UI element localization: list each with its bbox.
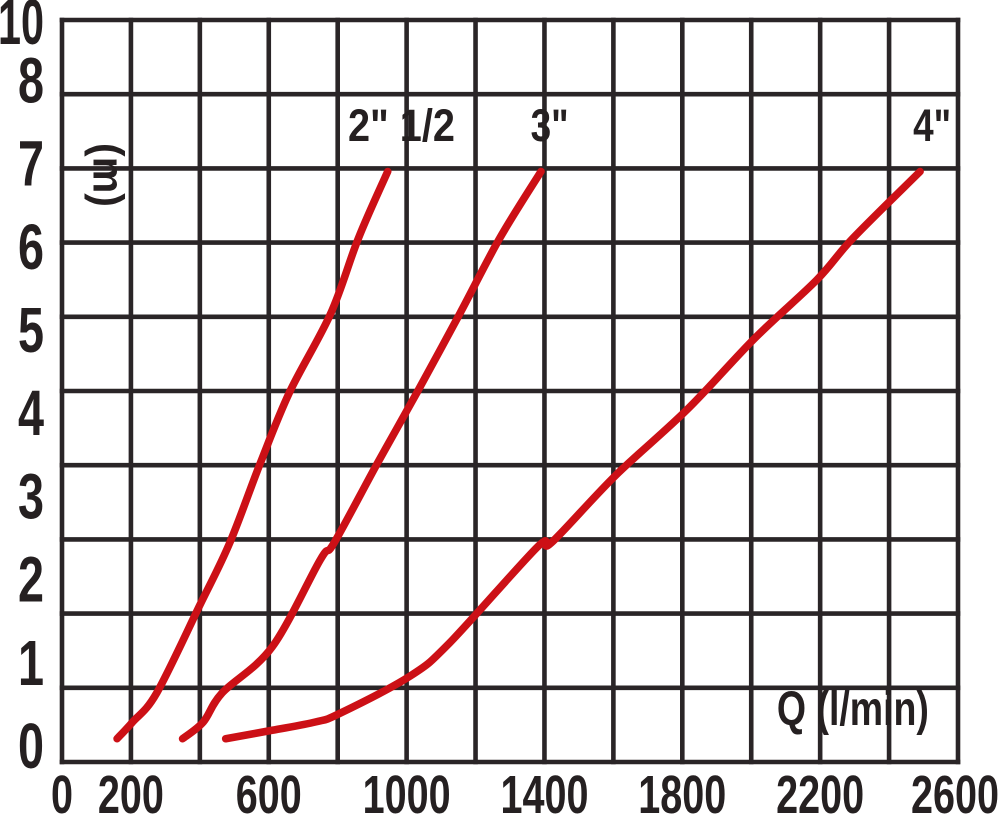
curves <box>113 167 924 743</box>
y-axis-tick-labels: 0 1 2 3 4 5 6 7 810 <box>0 0 44 782</box>
y-tick-label: 7 <box>18 128 44 200</box>
x-tick-label: 2600 <box>911 765 999 819</box>
y-tick-label: 4 <box>18 377 44 449</box>
y-tick-label: 3 <box>18 460 44 532</box>
x-tick-label: 200 <box>98 765 164 819</box>
y-tick-label: 6 <box>18 211 44 283</box>
y-tick-label: 1 <box>18 627 44 699</box>
curve-label: 3" <box>531 100 569 151</box>
curve-4 <box>221 167 924 743</box>
curve-labels: 2" 1/2 3" 4" <box>348 100 951 151</box>
gridlines <box>59 17 961 765</box>
x-tick-label: 2200 <box>776 765 864 819</box>
curve-label: 2" 1/2 <box>348 100 455 151</box>
x-tick-label: 1800 <box>638 765 726 819</box>
y-tick-label: 5 <box>18 294 44 366</box>
y-tick-label: 2 <box>18 544 44 616</box>
x-axis-tick-labels: 0 200 600 1000 1400 1800 2200 2600 <box>51 765 999 819</box>
y-axis-title: (m) <box>84 143 133 207</box>
y-tick-label: 10 <box>0 0 44 58</box>
x-tick-label: 0 <box>51 765 73 819</box>
x-tick-label: 600 <box>236 765 302 819</box>
y-tick-label: 0 <box>18 710 44 782</box>
x-axis-title: Q (l/min) <box>777 683 929 736</box>
x-tick-label: 1400 <box>500 765 588 819</box>
curve-label: 4" <box>913 100 951 151</box>
curve-3 <box>178 167 545 743</box>
curve-212 <box>113 167 392 743</box>
y-tick-label: 8 <box>18 44 44 116</box>
x-tick-label: 1000 <box>363 765 451 819</box>
